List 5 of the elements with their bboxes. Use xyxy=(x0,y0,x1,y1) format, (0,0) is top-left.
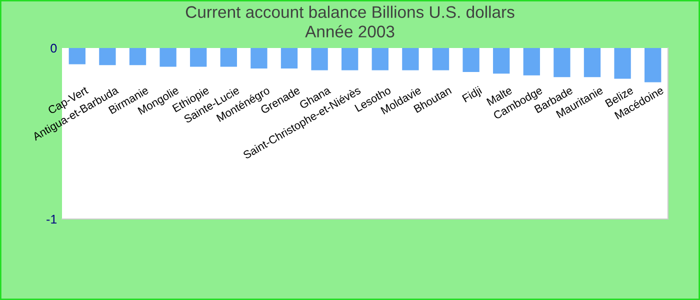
y-tick-label: 0 xyxy=(50,44,57,53)
y-tick-label: -1 xyxy=(46,214,57,224)
x-tick-label: Fidji xyxy=(462,86,484,104)
chart-title: Current account balance Billions U.S. dollars xyxy=(186,6,514,18)
chart-subtitle: Année 2003 xyxy=(305,25,394,38)
